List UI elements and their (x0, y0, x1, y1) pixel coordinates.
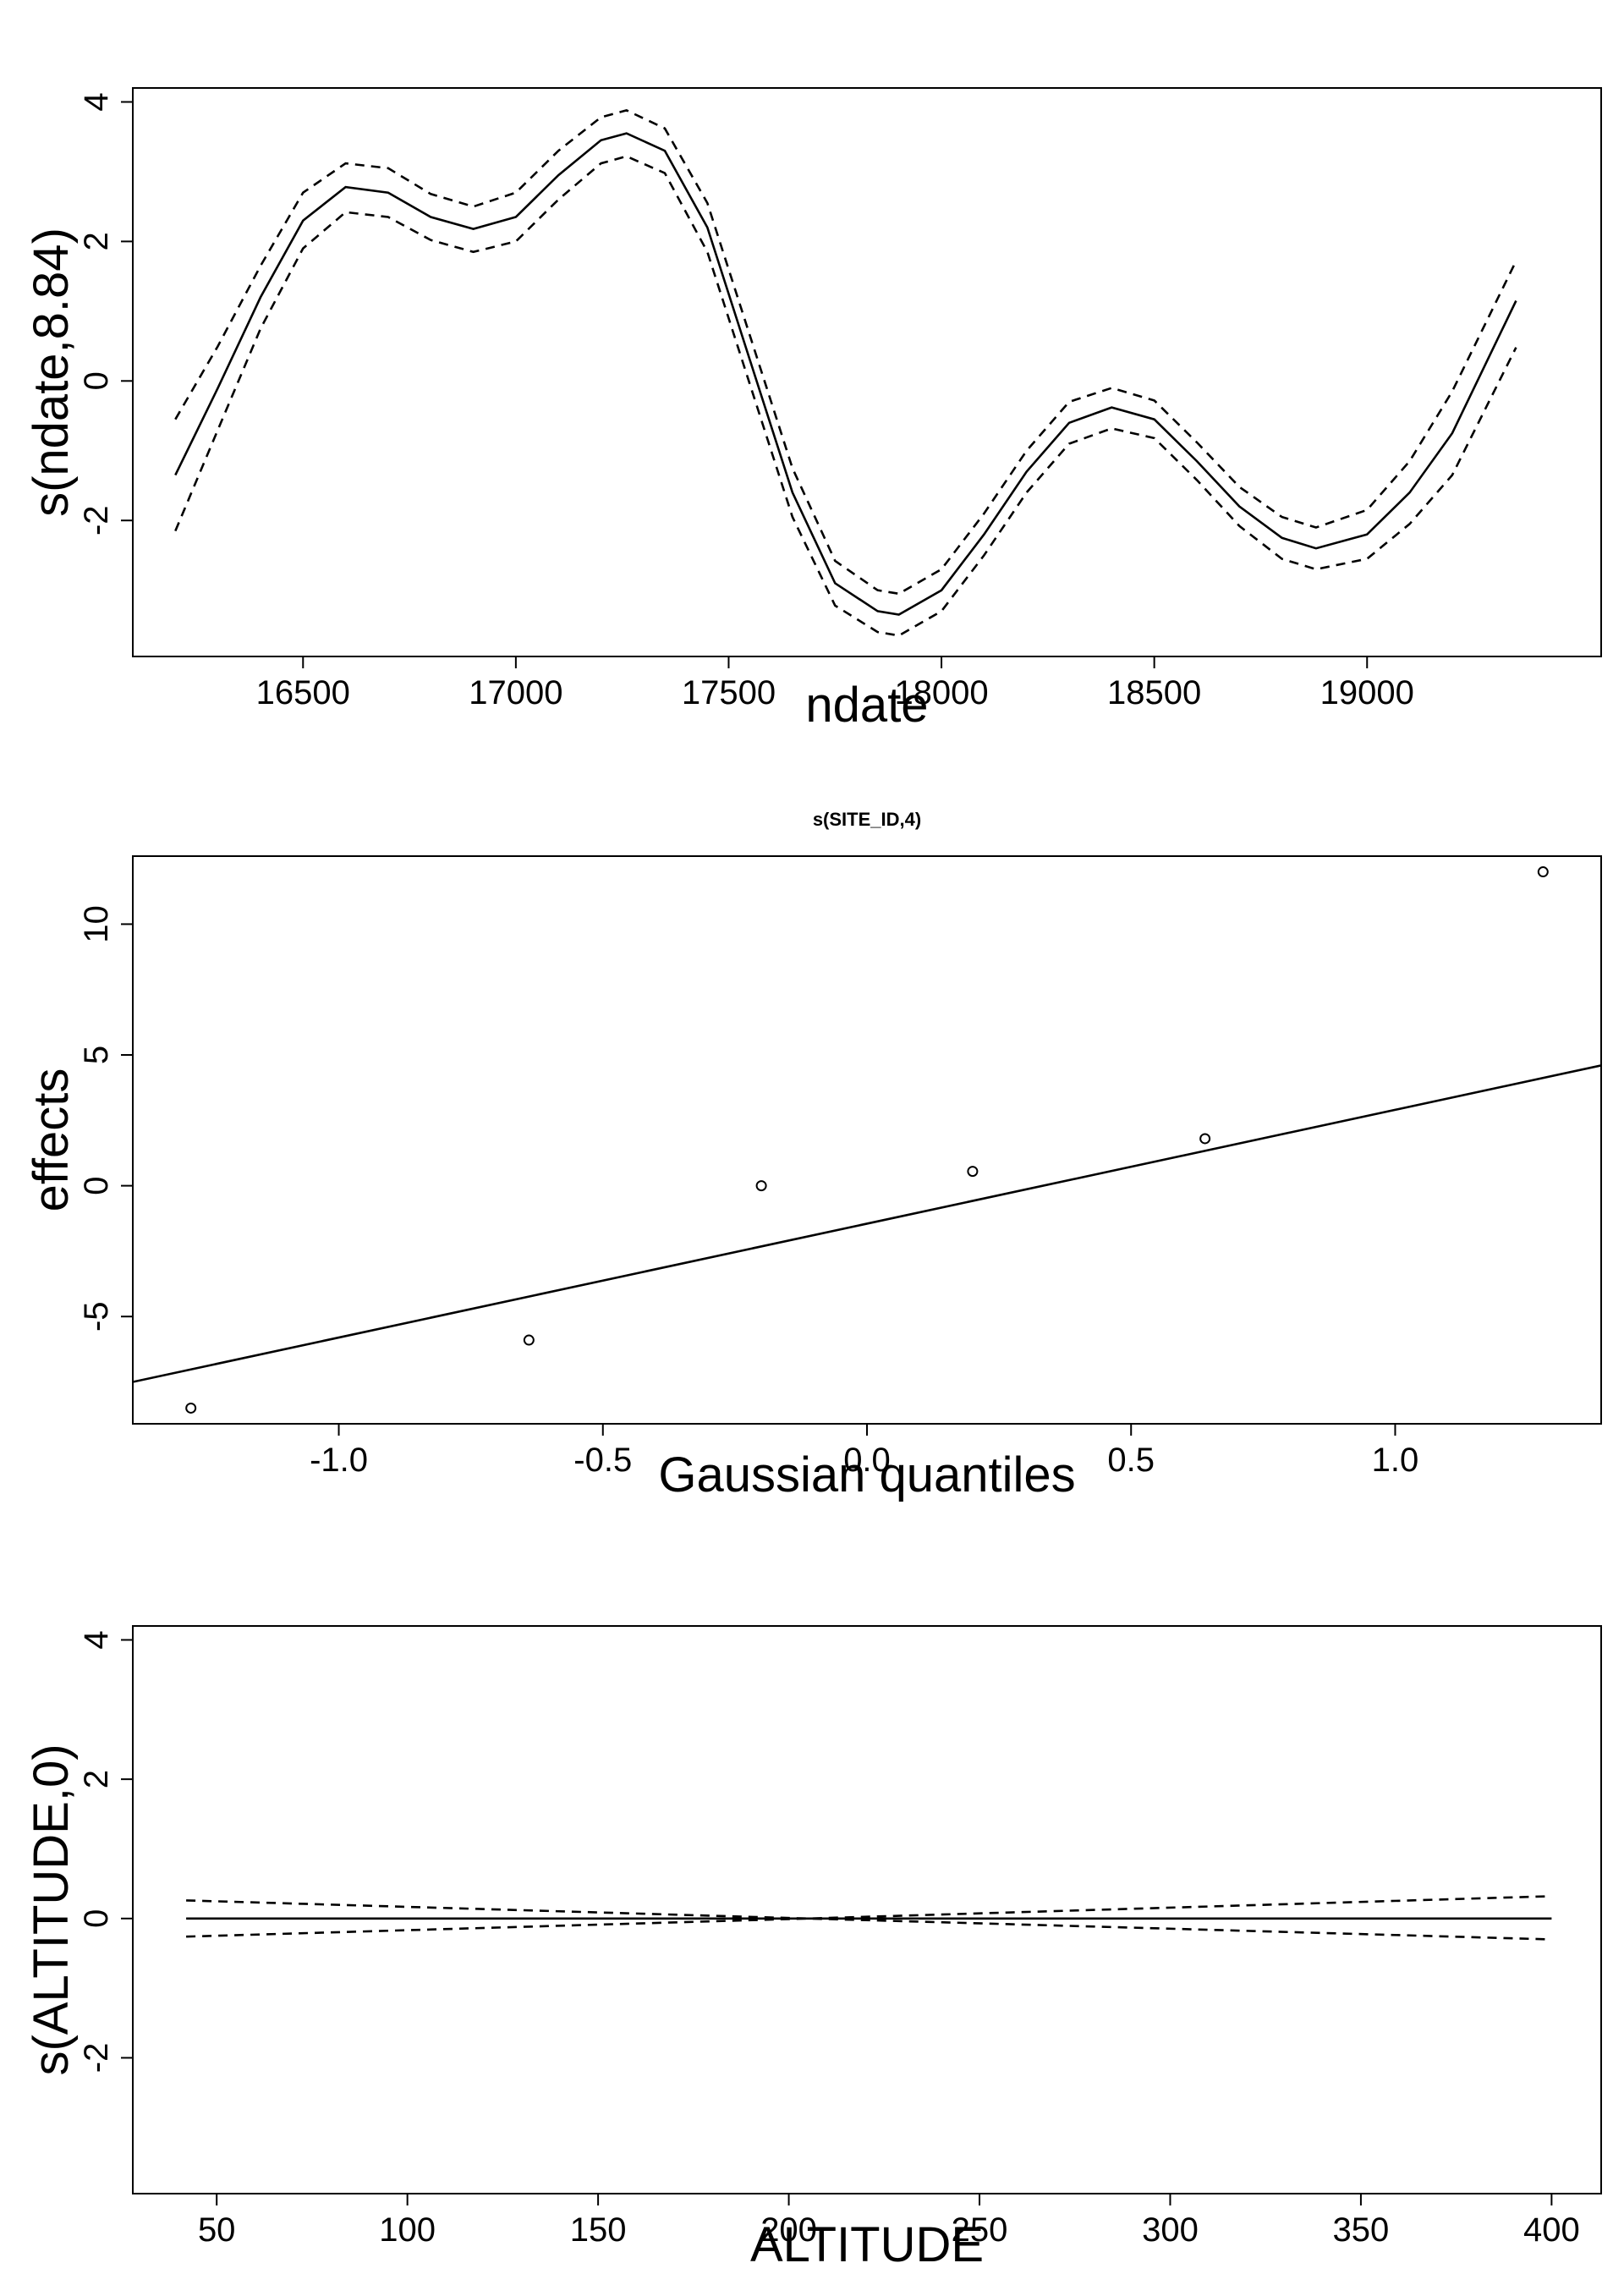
effect-point (523, 1334, 535, 1346)
qq-reference-line (133, 1064, 1601, 1383)
x-tick-label: 350 (1333, 2211, 1390, 2249)
x-axis-title: ndate (805, 678, 928, 733)
lower-ci-line (186, 1917, 1552, 1941)
x-tick-label: 1.0 (1372, 1442, 1419, 1479)
effect-point (755, 1180, 767, 1192)
x-tick-label: 50 (198, 2211, 236, 2249)
y-tick-label: -5 (78, 1301, 115, 1332)
x-tick-label: 19000 (1320, 674, 1414, 711)
smooth-fit-line (174, 132, 1517, 616)
x-tick-label: 18500 (1107, 674, 1201, 711)
y-tick-label: 4 (78, 1630, 115, 1649)
y-tick-label: 0 (78, 1909, 115, 1928)
plot-frame (132, 855, 1602, 1425)
x-tick-label: 18000 (894, 674, 988, 711)
effect-point (1199, 1133, 1211, 1145)
x-tick-label: 0.5 (1107, 1442, 1155, 1479)
y-tick-label: 2 (78, 232, 115, 250)
x-tick-label: 0.0 (843, 1442, 891, 1479)
x-tick-label: 17500 (682, 674, 776, 711)
y-axis-title: effects (24, 1068, 79, 1212)
smooth-ndate-panel: 16500 17000 17500 18000 18500 19000 -2 0 2 4 ndate… (24, 87, 1602, 733)
x-tick-label: 200 (760, 2211, 817, 2249)
y-axis-title: s(ALTITUDE,0) (24, 1744, 79, 2075)
panel-title: s(SITE_ID,4) (813, 809, 921, 830)
x-tick-label: 16500 (256, 674, 350, 711)
smooth-altitude-panel: 50 100 150 200 250 300 350 400 -2 0 2 4 ALTITUDE s(AL… (24, 1625, 1602, 2272)
plot-frame (132, 1625, 1602, 2194)
y-tick-label: 2 (78, 1770, 115, 1788)
effect-point (185, 1402, 197, 1414)
x-tick-label: 400 (1523, 2211, 1580, 2249)
y-tick-label: 0 (78, 1176, 115, 1195)
x-tick-label: -1.0 (310, 1442, 368, 1479)
y-tick-label: 10 (78, 905, 115, 943)
site-id-qq-panel: -1.0 -0.5 0.0 0.5 1.0 -5 0 5 10 Gaussian quantile… (24, 809, 1602, 1502)
y-tick-label: -2 (78, 505, 115, 536)
x-tick-label: -0.5 (573, 1442, 632, 1479)
lower-ci-line (174, 155, 1517, 637)
x-axis-title: Gaussian quantiles (658, 1447, 1075, 1502)
effect-point (967, 1166, 979, 1178)
x-tick-label: 250 (952, 2211, 1008, 2249)
x-tick-label: 17000 (469, 674, 562, 711)
x-tick-label: 100 (379, 2211, 436, 2249)
x-tick-label: 300 (1142, 2211, 1199, 2249)
effect-point (1537, 866, 1549, 878)
y-tick-label: 5 (78, 1046, 115, 1064)
y-axis-title: s(ndate,8.84) (24, 228, 79, 517)
x-axis-title: ALTITUDE (750, 2217, 984, 2272)
upper-ci-line (186, 1895, 1552, 1920)
y-tick-label: -2 (78, 2043, 115, 2074)
x-tick-label: 150 (570, 2211, 627, 2249)
y-tick-label: 0 (78, 371, 115, 390)
upper-ci-line (174, 109, 1517, 596)
y-tick-label: 4 (78, 92, 115, 111)
plot-frame (132, 87, 1602, 657)
